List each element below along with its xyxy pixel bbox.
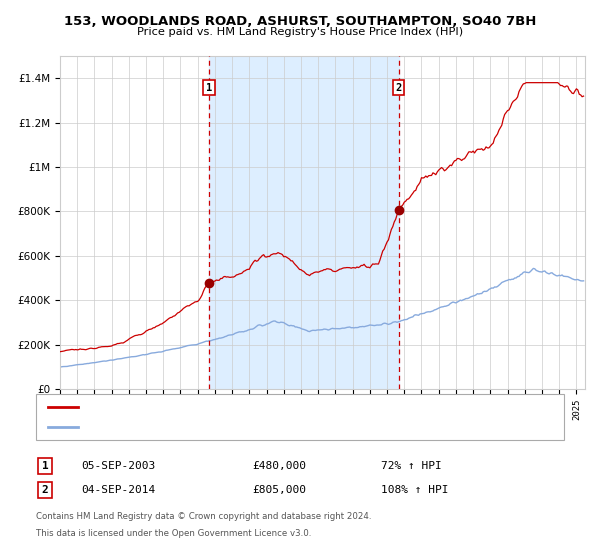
Text: 2: 2 [41, 485, 49, 495]
Bar [209, 56, 398, 389]
Text: 1: 1 [41, 461, 49, 471]
Text: £480,000: £480,000 [252, 461, 306, 471]
Text: Contains HM Land Registry data © Crown copyright and database right 2024.: Contains HM Land Registry data © Crown c… [36, 512, 371, 521]
Text: 2: 2 [395, 83, 401, 92]
Text: 108% ↑ HPI: 108% ↑ HPI [381, 485, 449, 495]
Text: 153, WOODLANDS ROAD, ASHURST, SOUTHAMPTON, SO40 7BH: 153, WOODLANDS ROAD, ASHURST, SOUTHAMPTO… [64, 15, 536, 27]
Text: 1: 1 [206, 83, 212, 92]
Text: HPI: Average price, detached house, New Forest: HPI: Average price, detached house, New … [84, 422, 319, 432]
Text: 05-SEP-2003: 05-SEP-2003 [81, 461, 155, 471]
Text: £805,000: £805,000 [252, 485, 306, 495]
Text: 04-SEP-2014: 04-SEP-2014 [81, 485, 155, 495]
Text: 72% ↑ HPI: 72% ↑ HPI [381, 461, 442, 471]
Text: 153, WOODLANDS ROAD, ASHURST, SOUTHAMPTON, SO40 7BH (detached house): 153, WOODLANDS ROAD, ASHURST, SOUTHAMPTO… [84, 402, 486, 412]
Text: This data is licensed under the Open Government Licence v3.0.: This data is licensed under the Open Gov… [36, 529, 311, 538]
Text: Price paid vs. HM Land Registry's House Price Index (HPI): Price paid vs. HM Land Registry's House … [137, 27, 463, 37]
